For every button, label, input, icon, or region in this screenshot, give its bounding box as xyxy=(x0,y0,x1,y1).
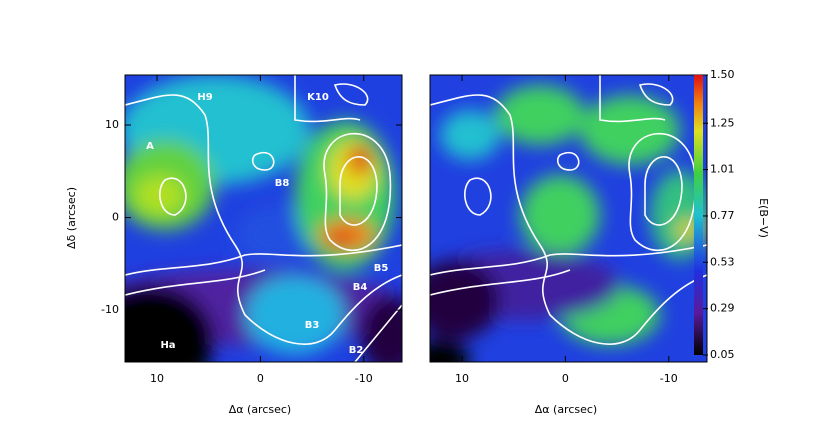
colorbar-tick-label: 1.25 xyxy=(710,116,735,129)
x-tick-label: -10 xyxy=(355,372,373,385)
annotation: Ha xyxy=(160,340,175,351)
x-tick-label: 10 xyxy=(150,372,164,385)
annotation: K10 xyxy=(307,92,329,103)
colorbar-tick-label: 0.05 xyxy=(710,348,735,361)
colorbar-tick-label: 0.77 xyxy=(710,209,735,222)
x-tick-label: 10 xyxy=(455,372,469,385)
annotation: B4 xyxy=(353,282,368,293)
y-tick-label: 0 xyxy=(112,211,119,224)
colorbar-tick-label: 1.01 xyxy=(710,163,735,176)
x-tick-label: 0 xyxy=(257,372,264,385)
colorbar-tick-label: 0.29 xyxy=(710,302,735,315)
colorbar-tick-label: 1.50 xyxy=(710,68,735,81)
annotation: H9 xyxy=(197,92,212,103)
colorbar-label: E(B−V) xyxy=(757,198,770,238)
colorbar-tick-label: 0.53 xyxy=(710,255,735,268)
annotation: B2 xyxy=(349,345,364,356)
x-tick-label: 0 xyxy=(562,372,569,385)
map-right xyxy=(430,75,707,362)
y-tick-label: 10 xyxy=(105,118,119,131)
annotation: B8 xyxy=(275,178,290,189)
annotation: B3 xyxy=(305,320,320,331)
x-label: Δα (arcsec) xyxy=(535,403,597,416)
annotation: B5 xyxy=(374,263,389,274)
frame-right xyxy=(429,74,708,363)
x-tick-label: -10 xyxy=(660,372,678,385)
colorbar xyxy=(694,75,703,355)
frame-left xyxy=(124,74,403,363)
y-tick-label: -10 xyxy=(101,303,119,316)
x-label: Δα (arcsec) xyxy=(229,403,291,416)
y-label: Δδ (arcsec) xyxy=(65,187,78,249)
annotation: A xyxy=(146,141,154,152)
map-left xyxy=(125,75,402,362)
